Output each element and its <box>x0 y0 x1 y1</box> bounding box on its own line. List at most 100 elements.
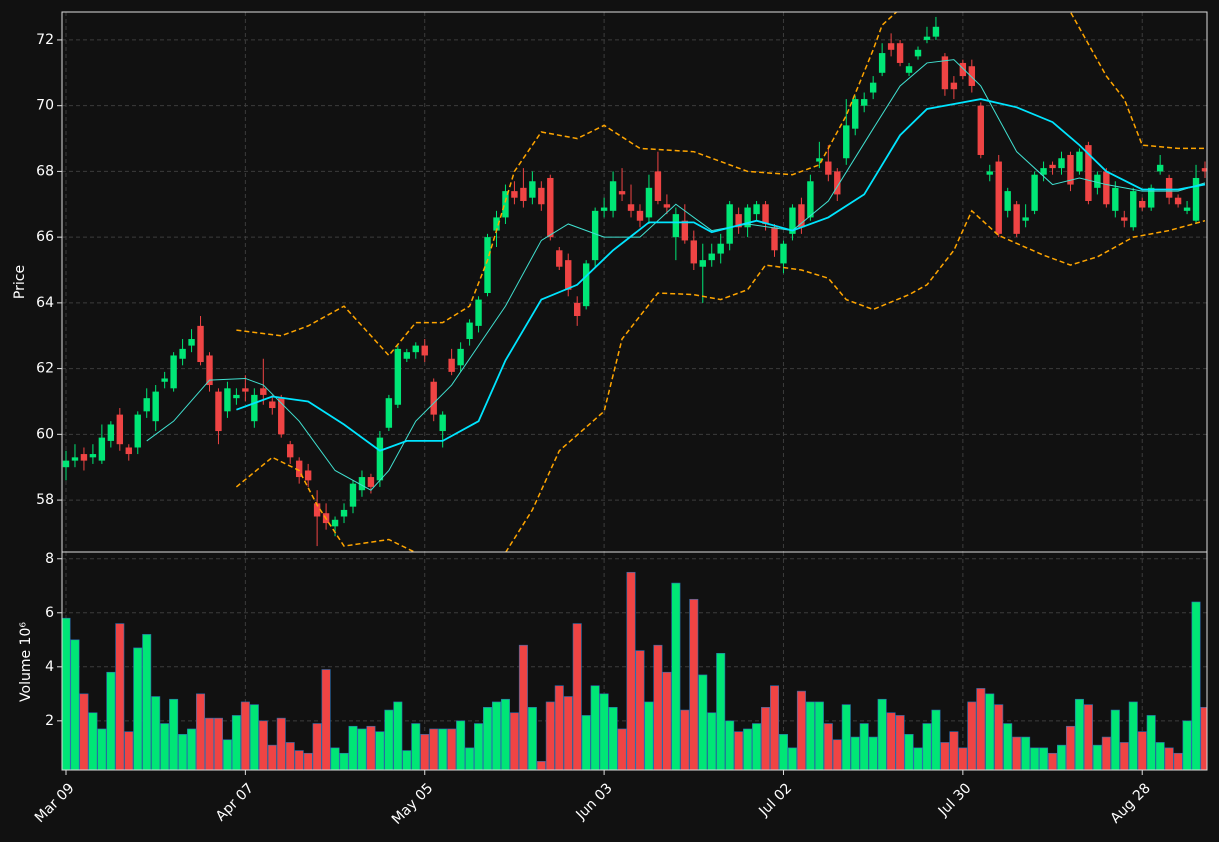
y-tick-label: 68 <box>36 163 54 179</box>
volume-bar <box>590 685 600 770</box>
candle-body <box>905 66 913 73</box>
x-tick-label: Aug 28 <box>1107 780 1153 826</box>
volume-bar <box>196 693 206 770</box>
volume-bar <box>411 723 421 770</box>
volume-bar <box>814 701 824 770</box>
volume-bar <box>572 623 582 770</box>
candle-body <box>1165 177 1173 198</box>
volume-bar <box>545 701 555 770</box>
volume-bar <box>976 688 986 770</box>
volume-bar <box>303 752 313 770</box>
candle-body <box>825 161 832 175</box>
candle-body <box>663 204 671 208</box>
candle-body <box>654 171 662 201</box>
volume-bar <box>276 717 286 770</box>
candle-body <box>502 191 509 218</box>
candle-body <box>878 53 886 73</box>
y-tick-label: 60 <box>36 426 54 442</box>
volume-bar <box>922 723 932 770</box>
candle-body <box>233 394 240 399</box>
volume-bar <box>536 761 546 770</box>
volume-bar <box>626 571 636 770</box>
volume-bar <box>940 742 950 770</box>
candle-body <box>600 207 608 211</box>
candle-body <box>708 253 715 261</box>
volume-bar <box>178 734 188 770</box>
candle-body <box>780 243 787 264</box>
volume-bar <box>796 690 806 770</box>
volume-bar <box>635 650 645 770</box>
candle-body <box>1121 217 1128 221</box>
volume-bar <box>599 693 609 770</box>
volume-bar <box>1074 698 1084 770</box>
candle-body <box>1058 158 1065 169</box>
volume-bar <box>169 698 179 770</box>
candle-body <box>1040 168 1047 175</box>
y-tick-label: 70 <box>36 98 54 114</box>
candle-body <box>1076 151 1083 172</box>
candle-body <box>834 171 841 195</box>
y-tick-label: 58 <box>36 492 54 508</box>
y-tick-label: 72 <box>36 32 54 48</box>
volume-bar <box>886 712 896 770</box>
volume-bar <box>240 701 250 770</box>
volume-bar <box>608 707 618 770</box>
candle-body <box>421 345 428 356</box>
candle-body <box>923 36 931 40</box>
candle-body <box>215 391 222 432</box>
volume-bar <box>456 720 466 770</box>
volume-bar <box>447 728 457 770</box>
volume-bar <box>1092 744 1102 770</box>
candle-body <box>860 99 868 106</box>
volume-panel <box>62 571 1207 770</box>
y-tick-label: 4 <box>45 659 54 675</box>
volume-bar <box>1137 731 1147 770</box>
candle-body <box>717 243 724 254</box>
volume-bar <box>1012 736 1022 770</box>
candle-body <box>116 414 124 445</box>
candle-body <box>287 444 294 458</box>
candle-body <box>753 204 760 215</box>
volume-frame <box>61 551 1208 771</box>
candle-body <box>349 483 357 507</box>
candle-body <box>89 454 97 458</box>
volume-bar <box>231 715 241 770</box>
candle-body <box>1022 217 1029 221</box>
candle-body <box>161 378 168 382</box>
candle-body <box>1094 174 1101 188</box>
candle-body <box>520 187 527 201</box>
y-tick-label: 8 <box>45 551 54 567</box>
volume-bar <box>1182 720 1192 770</box>
candle-body <box>260 388 267 395</box>
indicator-line <box>236 98 1206 452</box>
volume-bar <box>62 617 71 770</box>
volume-bar <box>348 725 358 770</box>
candle-body <box>367 477 375 487</box>
price-panel <box>62 12 1207 552</box>
candle-body <box>995 161 1002 234</box>
volume-bar <box>671 582 681 770</box>
volume-bar <box>357 728 367 770</box>
candle-body <box>565 260 572 290</box>
candle-body <box>1031 174 1038 211</box>
candle-body <box>313 503 321 517</box>
candle-body <box>1201 168 1207 172</box>
candle-body <box>152 391 159 422</box>
volume-bar <box>994 704 1004 770</box>
volume-bar <box>474 723 484 770</box>
volume-bar <box>662 671 672 770</box>
candle-body <box>807 181 814 218</box>
volume-bar <box>1065 725 1075 770</box>
candle-body <box>484 237 491 294</box>
candle-body <box>1192 177 1200 221</box>
candle-body <box>1067 154 1074 185</box>
volume-bar <box>653 644 663 770</box>
volume-bar <box>581 715 591 770</box>
volume-bar <box>518 644 528 770</box>
candle-body <box>762 204 769 224</box>
volume-bar <box>70 639 80 770</box>
candle-body <box>448 358 455 372</box>
indicator-line <box>236 12 1205 357</box>
volume-bar <box>429 728 439 770</box>
volume-bar <box>752 723 762 770</box>
